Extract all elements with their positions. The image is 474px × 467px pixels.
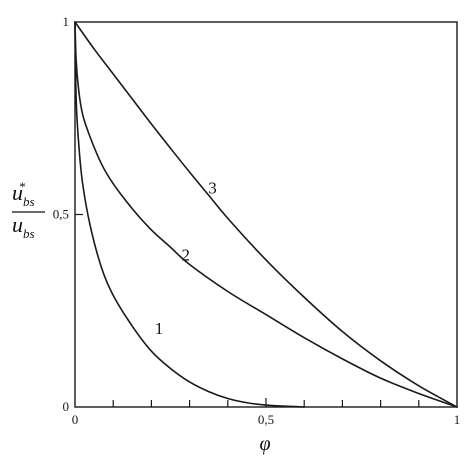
curve-label-1: 1 [155, 319, 164, 338]
y-axis-label: ubs* ubs [12, 179, 45, 241]
curve-label-2: 2 [182, 246, 191, 265]
x-tick-label: 0 [72, 412, 79, 427]
x-tick-label: 0,5 [258, 412, 274, 427]
x-tick-label: 1 [454, 412, 461, 427]
y-tick-label: 0,5 [53, 207, 69, 222]
curve-1 [74, 21, 305, 408]
plot-frame [74, 21, 458, 408]
curve-label-3: 3 [208, 178, 217, 197]
curve-2 [74, 21, 458, 408]
y-axis-label-denominator: ubs [12, 212, 35, 241]
y-tick-label: 0 [63, 399, 70, 414]
y-axis-label-numerator: ubs* [12, 179, 35, 209]
curve-3 [74, 21, 458, 408]
y-tick-label: 1 [63, 14, 70, 29]
x-axis-label: φ [259, 433, 270, 455]
